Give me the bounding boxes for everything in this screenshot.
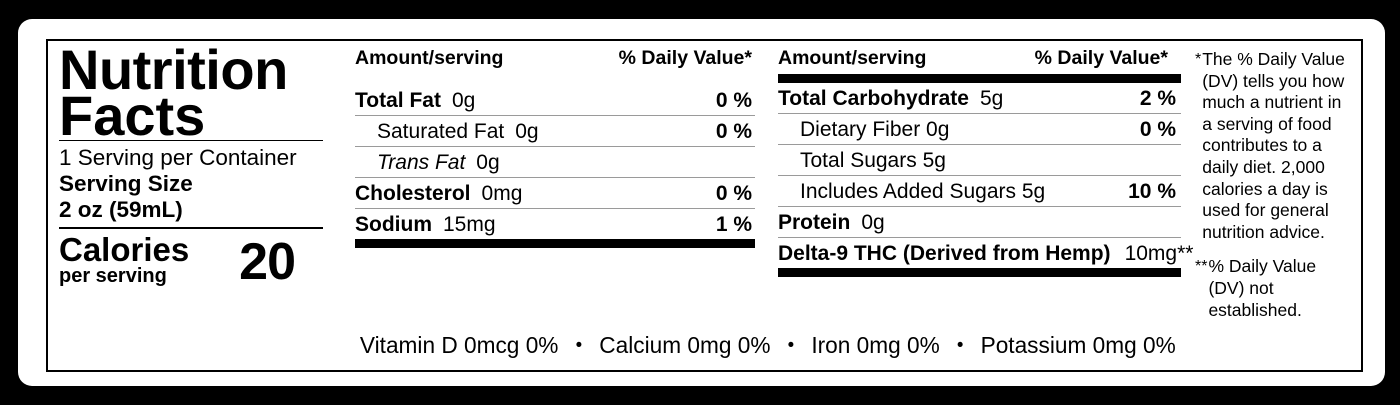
nutrient-column-right: Amount/serving % Daily Value* Total Carb… (778, 41, 1193, 370)
nutrient-amount: 15mg (443, 212, 496, 236)
nutrient-name: Sodium (355, 212, 432, 236)
nutrient-name: Dietary Fiber 0g (800, 117, 950, 141)
nutrient-amount: 10mg** (1124, 241, 1194, 265)
nutrient-amount: 0g (476, 150, 500, 174)
nutrition-label-frame: Nutrition Facts 1 Serving per Container … (46, 39, 1363, 372)
nutrient-percent: 2 % (1139, 86, 1176, 110)
table-row: Saturated Fat 0g 0 % (355, 116, 755, 147)
nutrient-percent: 10 % (1128, 179, 1176, 203)
nutrient-name: Trans Fat (377, 150, 466, 174)
vitamins-strip: Vitamin D 0mcg 0% • Calcium 0mg 0% • Iro… (355, 323, 1189, 370)
column-header-left: Amount/serving % Daily Value* (355, 47, 755, 74)
column-bottom-bar-left (355, 239, 755, 248)
nutrient-amount: 0g (515, 119, 539, 143)
footnote-text: The % Daily Value (DV) tells you how muc… (1202, 49, 1345, 242)
nutrient-percent: 1 % (715, 212, 752, 236)
serving-divider (59, 227, 323, 230)
footnote-marker: * (1195, 51, 1202, 68)
footnote-daily-value: * The % Daily Value (DV) tells you how m… (1195, 49, 1345, 243)
label-title-line2: Facts (59, 84, 206, 148)
calories-sublabel: per serving (59, 265, 167, 288)
nutrient-column-left: Amount/serving % Daily Value* Total Fat … (355, 41, 755, 370)
calories-labels: Calories per serving (59, 233, 189, 287)
masthead-panel: Nutrition Facts 1 Serving per Container … (48, 41, 333, 370)
table-row: Trans Fat 0g (355, 147, 755, 178)
nutrient-percent: 0 % (715, 181, 752, 205)
serving-size-label: Serving Size (59, 170, 193, 196)
column-bottom-bar-right (778, 268, 1181, 277)
label-title-line1: Nutrition (59, 38, 288, 101)
table-row: Includes Added Sugars 5g 10 % (778, 176, 1181, 207)
calories-value: 20 (239, 233, 296, 292)
footnote-spacer (1195, 243, 1345, 256)
table-row: Total Fat 0g 0 % (355, 85, 755, 116)
servings-per-container: 1 Serving per Container (59, 144, 297, 170)
nutrient-name: Total Sugars 5g (800, 148, 946, 172)
footnote-marker: ** (1195, 258, 1208, 276)
vitamin-item: Vitamin D 0mcg 0% (359, 332, 559, 358)
nutrient-amount: 5g (979, 86, 1004, 110)
nutrient-percent: 0 % (1139, 117, 1176, 141)
header-amount-per-serving-right: Amount/serving (778, 47, 927, 69)
table-row: Total Carbohydrate 5g 2 % (778, 83, 1181, 114)
calories-block: Calories per serving 20 (59, 229, 323, 292)
table-row: Sodium 15mg 1 % (355, 209, 755, 239)
header-spacer-left (355, 74, 755, 85)
nutrient-percent: 0 % (715, 119, 752, 143)
vitamin-item: Iron 0mg 0% (811, 332, 940, 358)
table-row: Protein 0g (778, 207, 1181, 238)
title-divider (59, 139, 323, 141)
nutrient-amount: 0mg (481, 181, 523, 205)
header-daily-value-left: % Daily Value* (618, 47, 752, 69)
table-row: Cholesterol 0mg 0 % (355, 178, 755, 209)
table-row: Delta-9 THC (Derived from Hemp) 10mg** (778, 238, 1193, 268)
column-header-right: Amount/serving % Daily Value* (778, 47, 1181, 74)
nutrient-name: Total Fat (355, 88, 441, 112)
nutrient-name: Delta-9 THC (Derived from Hemp) (778, 241, 1111, 265)
vitamin-separator-icon: • (787, 335, 795, 356)
nutrient-name: Saturated Fat (377, 119, 505, 143)
nutrient-amount: 0g (861, 210, 885, 234)
nutrient-name: Protein (778, 210, 851, 234)
footnote-text: % Daily Value (DV) not established. (1208, 256, 1317, 320)
vitamins-row: Vitamin D 0mcg 0% • Calcium 0mg 0% • Iro… (355, 323, 1176, 357)
vitamin-item: Calcium 0mg 0% (599, 332, 771, 358)
nutrient-percent: 0 % (715, 88, 752, 112)
header-daily-value-right: % Daily Value* (1034, 47, 1168, 69)
nutrient-name: Includes Added Sugars 5g (800, 179, 1046, 203)
header-amount-per-serving-left: Amount/serving (355, 47, 504, 69)
vitamin-separator-icon: • (956, 335, 964, 356)
calories-label: Calories (59, 231, 190, 269)
footnotes-panel: * The % Daily Value (DV) tells you how m… (1181, 41, 1353, 370)
footnote-dv-not-established: ** % Daily Value (DV) not established. (1195, 256, 1345, 321)
vitamin-separator-icon: • (575, 335, 583, 356)
nutrient-amount: 0g (451, 88, 476, 112)
column-header-bar-right (778, 74, 1181, 83)
table-row: Total Sugars 5g (778, 145, 1181, 176)
table-row: Dietary Fiber 0g 0 % (778, 114, 1181, 145)
nutrient-name: Total Carbohydrate (778, 86, 969, 110)
vitamin-item: Potassium 0mg 0% (980, 332, 1176, 358)
nutrition-label-plate: Nutrition Facts 1 Serving per Container … (18, 19, 1385, 386)
nutrient-name: Cholesterol (355, 181, 471, 205)
serving-size-value: 2 oz (59mL) (59, 197, 183, 223)
